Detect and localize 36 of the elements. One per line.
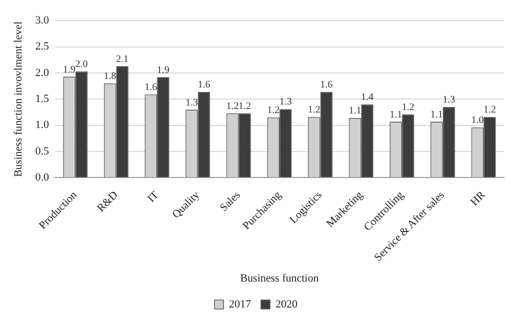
legend-label: 2020 [276, 298, 298, 310]
legend-label: 2017 [229, 298, 252, 310]
x-tick-label: Sales [218, 189, 243, 214]
data-label: 2.1 [116, 54, 129, 65]
y-tick-label: 2.5 [35, 40, 50, 53]
y-tick-label: 1.0 [35, 119, 50, 132]
data-label: 1.1 [430, 109, 443, 120]
data-label: 1.3 [279, 96, 292, 108]
y-tick-label: 2.0 [35, 66, 50, 79]
data-label: 1.3 [442, 94, 456, 106]
data-label: 1.1 [390, 109, 402, 120]
data-label: 1.2 [483, 104, 496, 116]
data-label: 2.0 [75, 59, 88, 70]
data-label: 1.6 [144, 82, 158, 94]
x-axis-title: Business function [240, 272, 320, 284]
data-label: 1.3 [185, 97, 198, 108]
x-tick-label: HR [468, 188, 488, 208]
y-tick-label: 3.0 [35, 14, 50, 26]
y-tick-label: 0.0 [35, 172, 50, 184]
data-label: 1.2 [238, 100, 252, 112]
y-axis-title: Business function invovlment level [12, 21, 24, 177]
data-label: 1.2 [267, 105, 280, 116]
y-tick-label: 1.5 [35, 93, 50, 106]
data-label: 1.2 [308, 104, 320, 116]
x-tick-label: IT [145, 188, 162, 205]
data-label: 1.9 [62, 64, 76, 76]
data-label: 1.6 [320, 79, 333, 90]
data-label: 1.8 [104, 71, 116, 82]
data-label: 1.6 [198, 79, 210, 90]
y-tick-label: 0.5 [35, 145, 50, 158]
data-label: 1.0 [471, 115, 484, 126]
data-label: 1.1 [348, 106, 362, 117]
data-label: 1.2 [226, 100, 239, 112]
data-label: 1.4 [360, 92, 374, 104]
data-label: 1.9 [156, 64, 170, 76]
data-label: 1.2 [402, 102, 414, 113]
